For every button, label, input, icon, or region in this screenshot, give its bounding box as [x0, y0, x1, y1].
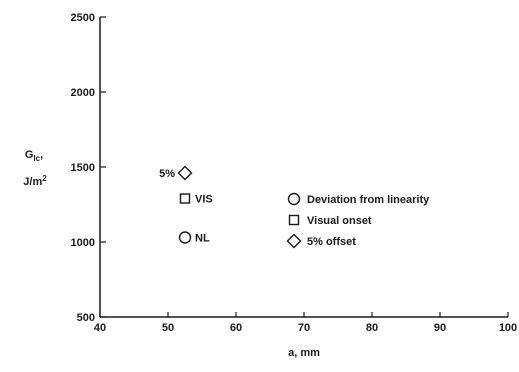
- data-point-diamond-marker: [177, 165, 193, 181]
- data-point-square-marker: [179, 193, 191, 204]
- legend-entry-label: 5% offset: [307, 236, 356, 248]
- data-point-label: VIS: [195, 194, 213, 206]
- y-axis-title-comma: ,: [40, 149, 43, 161]
- svg-text:GIc,: GIc,: [25, 149, 43, 163]
- y-axis-title-subscript: Ic: [33, 154, 40, 163]
- y-axis-title-superscript: 2: [42, 174, 47, 183]
- data-point-circle-marker: [178, 231, 192, 244]
- legend-diamond-marker: [286, 233, 302, 249]
- svg-text:J/m2: J/m2: [23, 174, 47, 188]
- legend-circle-marker: [287, 192, 301, 206]
- legend-square-marker: [288, 214, 300, 226]
- x-axis-title: a, mm: [288, 347, 320, 359]
- x-ticks: 40 50 60 70 80 90 100: [94, 312, 517, 334]
- legend-entry-label: Visual onset: [307, 215, 372, 227]
- y-axis-title-main: G: [25, 149, 34, 161]
- y-axis-title: GIc, J/m2: [23, 149, 47, 188]
- data-point-label: 5%: [159, 168, 175, 180]
- data-points: NL VIS 5%: [159, 165, 213, 245]
- y-axis-title-unit: J/m: [23, 176, 42, 188]
- legend: Deviation from linearity Visual onset 5% o…: [286, 192, 430, 249]
- axes: [99, 17, 508, 318]
- data-point-label: NL: [195, 233, 210, 245]
- x-tick-label: 80: [366, 322, 378, 334]
- y-tick-label: 1500: [71, 162, 95, 174]
- x-tick-label: 50: [162, 322, 174, 334]
- y-tick-label: 1000: [71, 237, 95, 249]
- x-tick-label: 70: [298, 322, 310, 334]
- y-tick-label: 500: [77, 312, 95, 324]
- y-tick-label: 2500: [71, 12, 95, 24]
- y-ticks: 500 1000 1500 2000 2500: [71, 12, 106, 324]
- x-tick-label: 60: [230, 322, 242, 334]
- x-tick-label: 40: [94, 322, 106, 334]
- y-tick-label: 2000: [71, 87, 95, 99]
- x-tick-label: 90: [434, 322, 446, 334]
- legend-entry-label: Deviation from linearity: [307, 194, 430, 206]
- x-tick-label: 100: [499, 322, 517, 334]
